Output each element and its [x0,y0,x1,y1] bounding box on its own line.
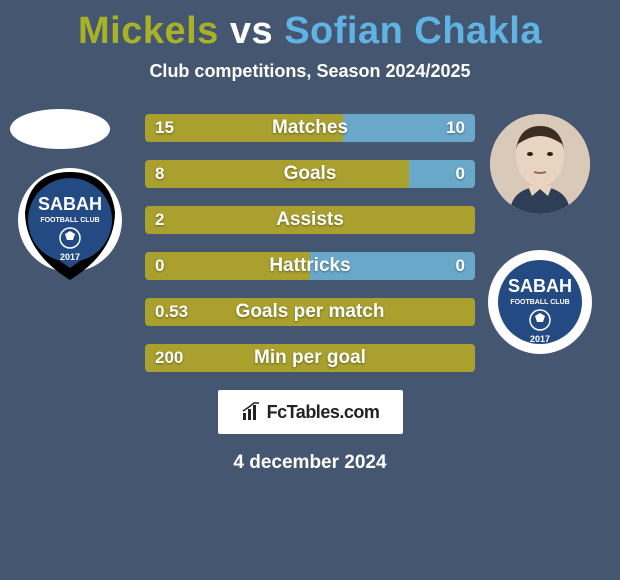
comparison-infographic: Mickels vs Sofian Chakla Club competitio… [0,0,620,580]
svg-text:FOOTBALL CLUB: FOOTBALL CLUB [510,299,569,306]
content-area: SABAH FOOTBALL CLUB 2017 SABAH FOOTBALL … [0,114,620,474]
stat-bars: 1510Matches 80Goals 2Assists 00Hattricks 0.5… [145,114,475,372]
stat-row: 0.53Goals per match [145,298,475,326]
svg-text:2017: 2017 [60,252,80,262]
stat-row: 1510Matches [145,114,475,142]
stat-label: Goals [145,160,475,188]
player1-name: Mickels [78,10,219,52]
site-logo: FcTables.com [218,390,403,434]
subtitle: Club competitions, Season 2024/2025 [0,61,620,82]
site-logo-text: FcTables.com [267,402,380,423]
svg-text:FOOTBALL CLUB: FOOTBALL CLUB [40,217,99,224]
page-title: Mickels vs Sofian Chakla [0,0,620,53]
stat-label: Goals per match [145,298,475,326]
player1-club-badge: SABAH FOOTBALL CLUB 2017 [15,164,125,284]
svg-text:SABAH: SABAH [508,276,572,296]
club-badge-icon: SABAH FOOTBALL CLUB 2017 [15,164,125,284]
stat-label: Matches [145,114,475,142]
date-text: 4 december 2024 [0,452,620,474]
vs-separator: vs [219,10,284,52]
svg-text:2017: 2017 [530,334,550,344]
stat-label: Hattricks [145,252,475,280]
stat-row: 200Min per goal [145,344,475,372]
player2-avatar [490,114,590,214]
player2-club-badge: SABAH FOOTBALL CLUB 2017 [485,246,595,366]
player1-avatar [10,109,110,149]
stat-label: Min per goal [145,344,475,372]
stat-row: 00Hattricks [145,252,475,280]
chart-icon [241,401,263,423]
svg-text:SABAH: SABAH [38,194,102,214]
club-badge-icon: SABAH FOOTBALL CLUB 2017 [485,246,595,366]
face-placeholder-icon [490,114,590,214]
stat-row: 2Assists [145,206,475,234]
player2-name: Sofian Chakla [284,10,542,52]
stat-row: 80Goals [145,160,475,188]
stat-label: Assists [145,206,475,234]
